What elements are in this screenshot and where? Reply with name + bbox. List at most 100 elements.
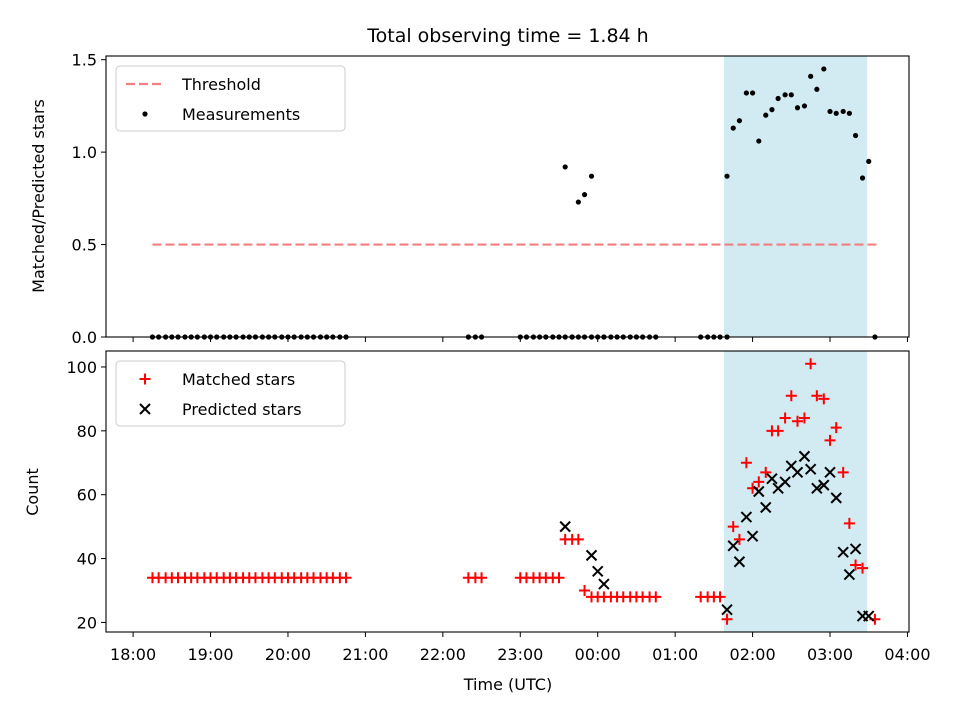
measurement-point: [575, 199, 581, 205]
predicted-star-point: [766, 473, 778, 485]
measurement-point: [827, 108, 833, 115]
predicted-star-point: [818, 479, 830, 491]
bottom-axes-frame: [105, 350, 910, 633]
bottom-shaded-span: [723, 351, 868, 632]
bottom-ytick-label: 40: [77, 550, 97, 569]
matched-star-point: [830, 422, 842, 434]
bottom-legend-box: [115, 360, 346, 427]
chart-title: Total observing time = 1.84 h: [366, 25, 648, 47]
predicted-star-point: [863, 610, 875, 622]
measurement-point: [562, 164, 568, 170]
xtick-label: 22:00: [420, 645, 466, 664]
matched-star-point: [714, 591, 726, 603]
matched-star-point: [837, 466, 849, 478]
measurement-point: [808, 73, 814, 79]
top-legend-label: Threshold: [181, 75, 261, 94]
legend-predicted-swatch: [139, 403, 151, 415]
bottom-ytick-label: 100: [66, 358, 97, 377]
measurement-point: [763, 112, 769, 118]
top-legend-box: [115, 65, 346, 132]
matched-star-point: [779, 412, 791, 424]
predicted-star-point: [811, 482, 823, 495]
measurement-point: [852, 132, 859, 139]
legend-measurements-swatch: [142, 111, 148, 117]
xtick-label: 21:00: [342, 645, 388, 664]
matched-star-point: [818, 393, 830, 405]
top-ytick-label: 0.0: [72, 328, 97, 347]
matched-star-point: [579, 584, 591, 596]
predicted-star-point: [824, 466, 836, 479]
measurement-point: [859, 175, 866, 181]
predicted-star-point: [733, 556, 746, 568]
matched-star-point: [727, 521, 739, 533]
measurement-point: [846, 110, 852, 116]
measurement-point: [749, 90, 756, 96]
bottom-legend: Matched stars Predicted stars: [115, 360, 346, 427]
matched-star-point: [824, 434, 836, 446]
top-axes-frame: [105, 55, 910, 338]
matched-star-point: [798, 412, 810, 424]
measurement-point: [775, 95, 781, 102]
bottom-legend-label: Predicted stars: [182, 400, 302, 419]
measurement-point: [724, 173, 730, 179]
measurement-point: [581, 192, 588, 198]
predicted-star-point: [740, 511, 753, 523]
measurement-point: [821, 66, 827, 72]
xtick-label: 23:00: [497, 645, 543, 664]
matched-star-point: [740, 457, 752, 469]
top-ylabel: Matched/Predicted stars: [29, 99, 48, 293]
matched-star-point: [850, 559, 862, 571]
predicted-star-point: [592, 565, 604, 578]
measurement-point: [801, 103, 808, 109]
matched-star-point: [843, 517, 855, 529]
predicted-star-point: [843, 568, 856, 581]
matched-star-point: [772, 425, 784, 437]
predicted-star-point: [798, 450, 811, 463]
predicted-star-point: [791, 466, 804, 479]
top-ytick-label: 0.5: [72, 236, 97, 255]
measurement-point: [840, 108, 846, 115]
predicted-star-point: [721, 603, 733, 616]
measurement-point: [833, 110, 839, 116]
predicted-star-point: [753, 485, 765, 498]
predicted-star-point: [585, 549, 598, 562]
top-legend-label: Measurements: [182, 105, 300, 124]
matched-star-point: [650, 591, 662, 603]
measurement-point: [814, 86, 820, 92]
top-ytick-label: 1.5: [72, 51, 97, 70]
predicted-star-point: [804, 463, 817, 475]
xtick-label: 01:00: [652, 645, 698, 664]
predicted-star-point: [779, 476, 791, 488]
xtick-label: 04:00: [884, 645, 930, 664]
top-shaded-span: [723, 56, 868, 337]
top-panel: 0.0 0.5 1.0 1.5 Threshold Measurements Matche…: [29, 51, 910, 347]
x-axis-label: Time (UTC): [463, 675, 552, 694]
predicted-star-point: [837, 546, 849, 558]
xtick-label: 02:00: [730, 645, 776, 664]
predicted-star-point: [559, 520, 571, 533]
predicted-star-point: [598, 578, 610, 590]
matched-star-point: [753, 476, 765, 488]
measurement-point: [794, 105, 801, 111]
predicted-star-point: [830, 492, 842, 504]
xtick-label: 20:00: [265, 645, 311, 664]
predicted-star-point: [760, 501, 772, 514]
bottom-legend-label: Matched stars: [182, 370, 295, 389]
matched-star-point: [733, 533, 745, 545]
matched-star-point: [476, 572, 488, 584]
measurement-point: [782, 92, 788, 98]
matched-star-point: [572, 533, 584, 545]
measurement-point: [743, 90, 749, 96]
matched-star-point: [805, 358, 817, 370]
predicted-star-point: [727, 540, 739, 552]
predicted-star-point: [746, 530, 759, 542]
measurement-point: [736, 118, 743, 124]
top-ytick-label: 1.0: [72, 143, 97, 162]
legend-matched-swatch: [139, 373, 151, 385]
bottom-ytick-label: 20: [77, 613, 97, 632]
bottom-panel: 20 40 60 80 100 18:00 19:00 20:00 21:00 22:00 23:0…: [23, 350, 931, 694]
xtick-label: 00:00: [575, 645, 621, 664]
xtick-label: 03:00: [807, 645, 853, 664]
top-legend: Threshold Measurements: [115, 65, 346, 132]
measurement-point: [866, 158, 872, 164]
